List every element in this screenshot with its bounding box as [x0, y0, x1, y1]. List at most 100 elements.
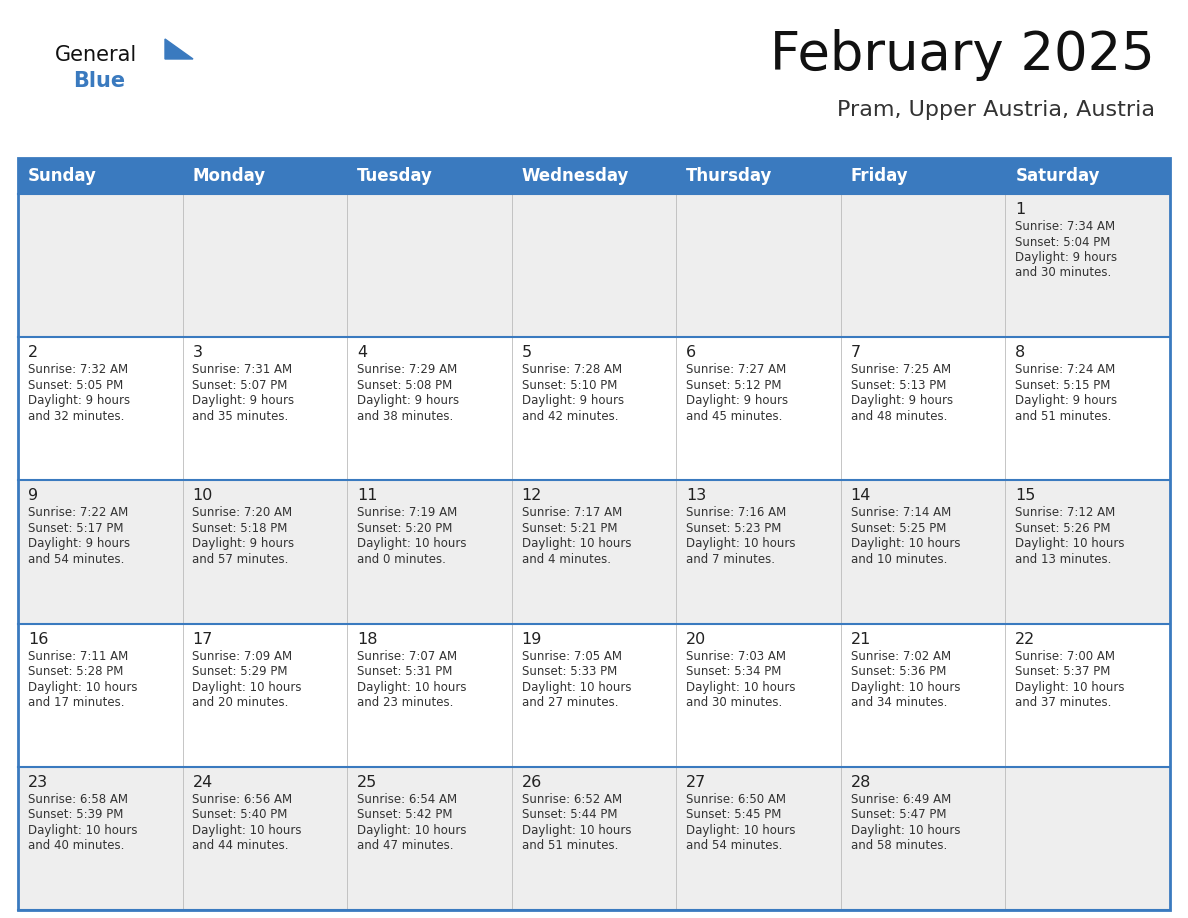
Text: Sunrise: 6:49 AM: Sunrise: 6:49 AM: [851, 793, 950, 806]
Text: Sunrise: 7:31 AM: Sunrise: 7:31 AM: [192, 364, 292, 376]
Bar: [512, 623, 676, 767]
Text: 20: 20: [687, 632, 707, 646]
Text: Sunset: 5:20 PM: Sunset: 5:20 PM: [358, 522, 453, 535]
Text: 8: 8: [1016, 345, 1025, 360]
Text: and 48 minutes.: and 48 minutes.: [851, 409, 947, 422]
Text: and 10 minutes.: and 10 minutes.: [851, 553, 947, 565]
Text: Sunset: 5:44 PM: Sunset: 5:44 PM: [522, 809, 617, 822]
Text: and 27 minutes.: and 27 minutes.: [522, 696, 618, 709]
Text: Saturday: Saturday: [1016, 167, 1100, 185]
Text: Sunrise: 7:22 AM: Sunrise: 7:22 AM: [27, 507, 128, 520]
Text: and 20 minutes.: and 20 minutes.: [192, 696, 289, 709]
Text: Sunset: 5:08 PM: Sunset: 5:08 PM: [358, 379, 453, 392]
Bar: [676, 623, 841, 767]
Text: Sunset: 5:40 PM: Sunset: 5:40 PM: [192, 809, 287, 822]
Bar: [512, 337, 676, 480]
Text: and 38 minutes.: and 38 minutes.: [358, 409, 454, 422]
Text: and 23 minutes.: and 23 minutes.: [358, 696, 454, 709]
Text: and 32 minutes.: and 32 minutes.: [27, 409, 125, 422]
Text: 26: 26: [522, 775, 542, 789]
Text: Daylight: 10 hours: Daylight: 10 hours: [522, 537, 631, 551]
Bar: [347, 767, 512, 910]
Text: 19: 19: [522, 632, 542, 646]
Bar: [18, 158, 183, 194]
Text: Daylight: 10 hours: Daylight: 10 hours: [358, 680, 467, 694]
Bar: [18, 337, 183, 480]
Text: and 30 minutes.: and 30 minutes.: [1016, 266, 1112, 279]
Bar: [841, 767, 1005, 910]
Text: Friday: Friday: [851, 167, 909, 185]
Bar: [18, 767, 183, 910]
Bar: [676, 158, 841, 194]
Text: Sunset: 5:07 PM: Sunset: 5:07 PM: [192, 379, 287, 392]
Text: Sunrise: 7:29 AM: Sunrise: 7:29 AM: [358, 364, 457, 376]
Text: and 35 minutes.: and 35 minutes.: [192, 409, 289, 422]
Text: Daylight: 9 hours: Daylight: 9 hours: [687, 394, 789, 408]
Bar: [512, 480, 676, 623]
Text: Sunset: 5:33 PM: Sunset: 5:33 PM: [522, 666, 617, 678]
Text: 14: 14: [851, 488, 871, 503]
Bar: [347, 480, 512, 623]
Bar: [841, 623, 1005, 767]
Bar: [676, 337, 841, 480]
Text: 11: 11: [358, 488, 378, 503]
Text: 12: 12: [522, 488, 542, 503]
Text: Thursday: Thursday: [687, 167, 772, 185]
Text: 17: 17: [192, 632, 213, 646]
Text: Sunrise: 6:50 AM: Sunrise: 6:50 AM: [687, 793, 786, 806]
Text: Sunrise: 7:17 AM: Sunrise: 7:17 AM: [522, 507, 621, 520]
Text: 1: 1: [1016, 202, 1025, 217]
Text: Sunset: 5:42 PM: Sunset: 5:42 PM: [358, 809, 453, 822]
Text: Daylight: 10 hours: Daylight: 10 hours: [522, 680, 631, 694]
Bar: [841, 480, 1005, 623]
Text: and 7 minutes.: and 7 minutes.: [687, 553, 775, 565]
Bar: [18, 480, 183, 623]
Text: Sunset: 5:25 PM: Sunset: 5:25 PM: [851, 522, 946, 535]
Text: Sunset: 5:26 PM: Sunset: 5:26 PM: [1016, 522, 1111, 535]
Text: Daylight: 10 hours: Daylight: 10 hours: [1016, 680, 1125, 694]
Bar: [347, 337, 512, 480]
Text: Sunrise: 7:32 AM: Sunrise: 7:32 AM: [27, 364, 128, 376]
Bar: [1005, 767, 1170, 910]
Text: Sunset: 5:47 PM: Sunset: 5:47 PM: [851, 809, 946, 822]
Text: Sunset: 5:36 PM: Sunset: 5:36 PM: [851, 666, 946, 678]
Text: 22: 22: [1016, 632, 1036, 646]
Text: Daylight: 9 hours: Daylight: 9 hours: [1016, 394, 1118, 408]
Text: 7: 7: [851, 345, 861, 360]
Bar: [1005, 158, 1170, 194]
Text: General: General: [55, 45, 138, 65]
Text: and 51 minutes.: and 51 minutes.: [522, 839, 618, 852]
Text: Daylight: 10 hours: Daylight: 10 hours: [851, 537, 960, 551]
Text: and 4 minutes.: and 4 minutes.: [522, 553, 611, 565]
Bar: [183, 480, 347, 623]
Text: and 37 minutes.: and 37 minutes.: [1016, 696, 1112, 709]
Text: Daylight: 10 hours: Daylight: 10 hours: [851, 823, 960, 837]
Bar: [676, 767, 841, 910]
Text: Sunrise: 7:14 AM: Sunrise: 7:14 AM: [851, 507, 950, 520]
Bar: [1005, 337, 1170, 480]
Text: Sunrise: 6:58 AM: Sunrise: 6:58 AM: [27, 793, 128, 806]
Text: Daylight: 10 hours: Daylight: 10 hours: [851, 680, 960, 694]
Text: Sunset: 5:31 PM: Sunset: 5:31 PM: [358, 666, 453, 678]
Text: Sunrise: 7:11 AM: Sunrise: 7:11 AM: [27, 650, 128, 663]
Text: Sunrise: 6:52 AM: Sunrise: 6:52 AM: [522, 793, 621, 806]
Bar: [183, 767, 347, 910]
Bar: [347, 623, 512, 767]
Text: 25: 25: [358, 775, 378, 789]
Text: Sunrise: 7:03 AM: Sunrise: 7:03 AM: [687, 650, 786, 663]
Bar: [841, 194, 1005, 337]
Text: Sunset: 5:05 PM: Sunset: 5:05 PM: [27, 379, 124, 392]
Bar: [347, 194, 512, 337]
Text: Daylight: 9 hours: Daylight: 9 hours: [851, 394, 953, 408]
Text: 4: 4: [358, 345, 367, 360]
Text: Pram, Upper Austria, Austria: Pram, Upper Austria, Austria: [838, 100, 1155, 120]
Text: Daylight: 9 hours: Daylight: 9 hours: [358, 394, 459, 408]
Text: 24: 24: [192, 775, 213, 789]
Bar: [676, 480, 841, 623]
Text: 2: 2: [27, 345, 38, 360]
Text: Daylight: 10 hours: Daylight: 10 hours: [358, 537, 467, 551]
Text: Sunset: 5:12 PM: Sunset: 5:12 PM: [687, 379, 782, 392]
Text: 9: 9: [27, 488, 38, 503]
Polygon shape: [165, 39, 192, 59]
Text: Daylight: 9 hours: Daylight: 9 hours: [1016, 251, 1118, 264]
